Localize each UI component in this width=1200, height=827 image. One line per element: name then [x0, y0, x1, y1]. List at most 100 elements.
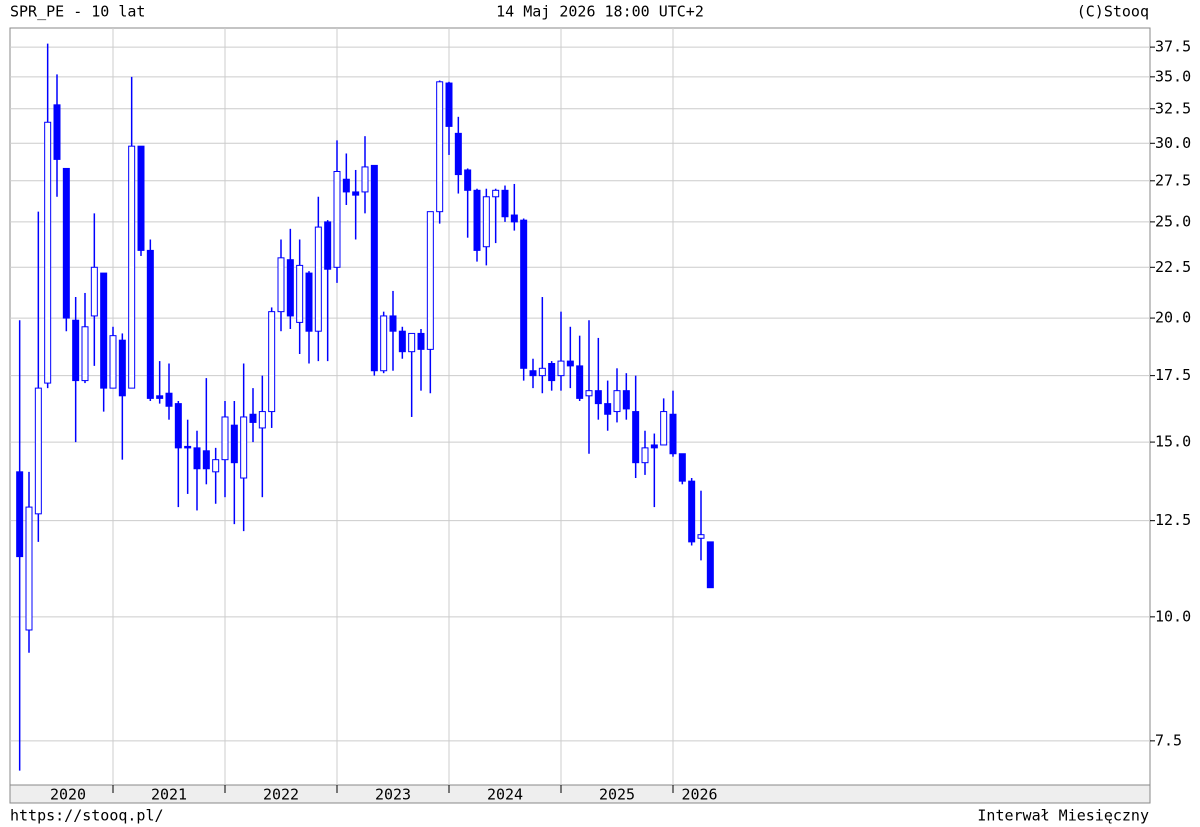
candle-body: [286, 259, 294, 317]
candle-body: [548, 362, 556, 382]
x-tick-label: 2020: [50, 786, 86, 804]
candle-body: [669, 413, 677, 455]
candle-body: [417, 332, 425, 350]
x-tick-label: 2025: [599, 786, 635, 804]
candle-body: [146, 249, 154, 399]
candle-body: [156, 395, 164, 399]
y-tick-label: 12.5: [1155, 511, 1191, 529]
candle-body: [650, 444, 658, 449]
candle-body: [109, 335, 117, 389]
candle-body: [445, 82, 453, 127]
candle-body: [436, 81, 444, 213]
candle-body: [538, 367, 546, 377]
y-tick-label: 35.0: [1155, 67, 1191, 85]
candle-body: [137, 145, 145, 251]
candle-body: [389, 315, 397, 332]
candle-body: [277, 257, 285, 313]
candle-body: [678, 453, 686, 482]
y-tick-label: 15.0: [1155, 433, 1191, 451]
candle-body: [585, 390, 593, 397]
y-tick-label: 10.0: [1155, 607, 1191, 625]
y-tick-label: 25.0: [1155, 212, 1191, 230]
candle-body: [128, 145, 136, 389]
y-tick-label: 7.5: [1155, 731, 1182, 749]
candle-body: [380, 315, 388, 372]
y-tick-label: 27.5: [1155, 171, 1191, 189]
candle-body: [501, 189, 509, 218]
candle-body: [426, 211, 434, 350]
candle-body: [361, 166, 369, 193]
candle-body: [473, 189, 481, 251]
candle-body: [240, 416, 248, 479]
candle-body: [193, 447, 201, 470]
credit: (C)Stooq: [1077, 3, 1149, 21]
candle-body: [165, 392, 173, 407]
candle-body: [258, 411, 266, 429]
candle-body: [352, 191, 360, 196]
candle-body: [604, 403, 612, 415]
candle-body: [520, 219, 528, 369]
candle-body: [44, 121, 52, 384]
y-tick-label: 17.5: [1155, 366, 1191, 384]
plot-area: [9, 27, 1151, 786]
candle-body: [296, 264, 304, 323]
candle-body: [576, 365, 584, 399]
candle-body: [622, 390, 630, 410]
candle-body: [529, 370, 537, 377]
candle-body: [706, 541, 714, 589]
candle-body: [482, 196, 490, 248]
candle-body: [697, 534, 705, 539]
candle-body: [268, 311, 276, 413]
candle-body: [230, 424, 238, 464]
interval: Interwał Miesięczny: [977, 807, 1149, 825]
y-tick-label: 37.5: [1155, 38, 1191, 56]
candle-body: [398, 330, 406, 353]
x-tick-label: 2021: [151, 786, 187, 804]
x-tick-label: 2024: [487, 786, 523, 804]
candle-body: [314, 226, 322, 332]
candle-body: [212, 459, 220, 473]
candle-body: [370, 164, 378, 372]
chart-date: 14 Maj 2026 18:00 UTC+2: [496, 3, 704, 21]
candle-body: [72, 319, 80, 382]
candle-body: [557, 360, 565, 377]
candle-body: [324, 221, 332, 270]
candle-body: [174, 403, 182, 449]
candle-body: [333, 170, 341, 268]
candle-body: [25, 506, 33, 631]
candle-body: [90, 266, 98, 317]
x-tick-label: 2026: [681, 786, 717, 804]
candle-body: [594, 390, 602, 405]
y-tick-label: 20.0: [1155, 309, 1191, 327]
candle-body: [202, 450, 210, 470]
candle-body: [464, 169, 472, 191]
candle-body: [492, 189, 500, 198]
candle-body: [342, 178, 350, 193]
candle-body: [305, 272, 313, 332]
candle-body: [34, 387, 42, 515]
x-tick-label: 2023: [375, 786, 411, 804]
candle-body: [566, 360, 574, 367]
source-url[interactable]: https://stooq.pl/: [10, 807, 164, 825]
candle-body: [53, 104, 61, 160]
candle-body: [632, 411, 640, 464]
chart-title: SPR_PE - 10 lat: [10, 3, 145, 21]
candle-body: [16, 471, 24, 558]
candle-body: [688, 480, 696, 543]
candle-body: [660, 411, 668, 446]
candle-body: [184, 445, 192, 449]
candle-body: [510, 214, 518, 223]
candle-body: [81, 326, 89, 382]
candle-body: [118, 339, 126, 397]
candle-body: [408, 332, 416, 353]
x-axis-band: [9, 784, 1151, 804]
y-tick-label: 30.0: [1155, 134, 1191, 152]
candle-body: [454, 132, 462, 176]
candle-body: [641, 447, 649, 464]
y-tick-label: 22.5: [1155, 258, 1191, 276]
candle-body: [249, 413, 257, 423]
candle-body: [62, 167, 70, 319]
y-tick-label: 32.5: [1155, 99, 1191, 117]
candle-body: [613, 390, 621, 413]
